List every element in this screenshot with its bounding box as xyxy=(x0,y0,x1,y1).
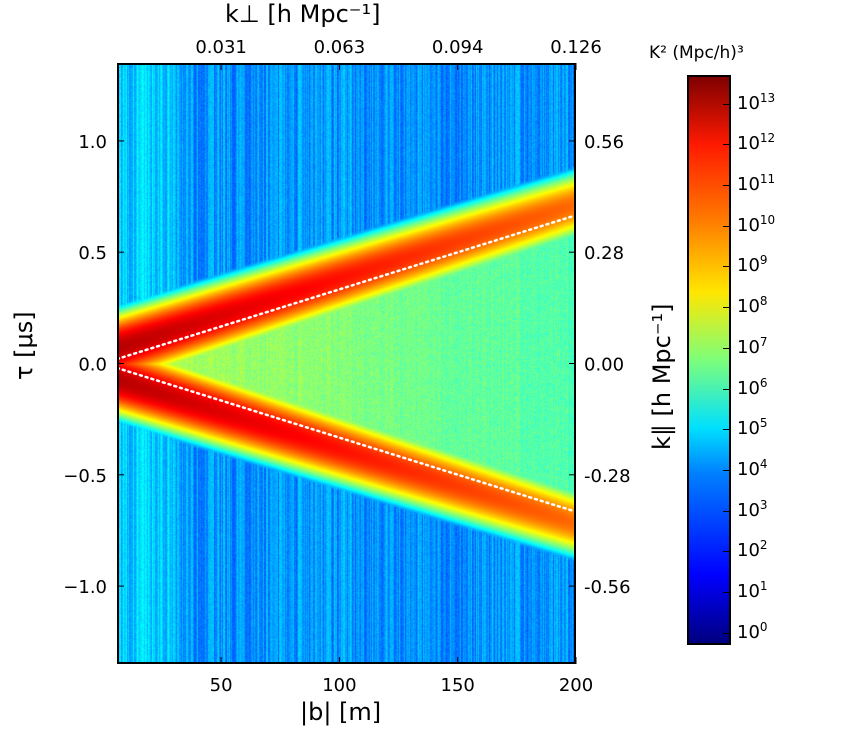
colorbar-tick xyxy=(723,429,729,431)
colorbar-tick xyxy=(723,144,729,146)
horizon-line-lower xyxy=(115,366,578,513)
right-y-tick-label: 0.28 xyxy=(584,243,624,264)
colorbar-tick-label: 106 xyxy=(737,375,768,399)
top-x-tick-label: 0.031 xyxy=(195,37,247,58)
y-tick-label: −1.0 xyxy=(63,577,107,598)
colorbar-tick xyxy=(723,592,729,594)
right-y-tick-label: 0.00 xyxy=(584,355,624,376)
colorbar-tick-label: 1013 xyxy=(737,90,776,114)
x-tick-label: 200 xyxy=(559,675,593,696)
colorbar-tick-label: 100 xyxy=(737,619,768,643)
right-y-tick-label: 0.56 xyxy=(584,132,624,153)
top-x-tick-label: 0.094 xyxy=(432,37,484,58)
colorbar-tick xyxy=(723,266,729,268)
colorbar-tick-label: 1011 xyxy=(737,171,776,195)
colorbar-tick xyxy=(723,225,729,227)
colorbar-tick-label: 1010 xyxy=(737,212,776,236)
right-y-axis-label: k∥ [h Mpc⁻¹] xyxy=(648,303,676,450)
top-x-tick-label: 0.126 xyxy=(550,37,602,58)
colorbar-tick-label: 108 xyxy=(737,294,768,318)
colorbar-tick-label: 107 xyxy=(737,334,768,358)
colorbar-tick-label: 109 xyxy=(737,253,768,277)
plot-frame xyxy=(117,63,576,664)
colorbar-tick xyxy=(723,347,729,349)
colorbar-tick xyxy=(723,551,729,553)
y-tick-label: −0.5 xyxy=(63,466,107,487)
colorbar-tick xyxy=(723,632,729,634)
colorbar-tick xyxy=(723,469,729,471)
y-axis-label: τ [μs] xyxy=(10,311,38,380)
colorbar xyxy=(687,75,731,645)
y-tick-label: 1.0 xyxy=(78,132,107,153)
colorbar-tick xyxy=(723,184,729,186)
x-tick-label: 100 xyxy=(322,675,356,696)
colorbar-tick-label: 105 xyxy=(737,416,768,440)
heatmap-image xyxy=(117,63,576,664)
colorbar-tick xyxy=(723,510,729,512)
colorbar-tick-label: 101 xyxy=(737,579,768,603)
top-x-axis-label: k⊥ [h Mpc⁻¹] xyxy=(225,0,381,28)
colorbar-tick xyxy=(723,103,729,105)
horizon-line-upper xyxy=(115,214,578,361)
colorbar-tick-label: 102 xyxy=(737,538,768,562)
colorbar-label: K² (Mpc/h)³ xyxy=(649,43,744,63)
colorbar-tick xyxy=(723,307,729,309)
colorbar-tick xyxy=(723,388,729,390)
y-tick-label: 0.0 xyxy=(78,355,107,376)
x-axis-label: |b| [m] xyxy=(300,698,382,726)
y-tick-label: 0.5 xyxy=(78,243,107,264)
right-y-tick-label: -0.28 xyxy=(584,466,631,487)
top-x-tick-label: 0.063 xyxy=(314,37,366,58)
x-tick-label: 150 xyxy=(441,675,475,696)
x-tick-label: 50 xyxy=(210,675,233,696)
colorbar-tick-label: 103 xyxy=(737,497,768,521)
right-y-tick-label: -0.56 xyxy=(584,577,631,598)
colorbar-tick-label: 104 xyxy=(737,456,768,480)
colorbar-tick-label: 1012 xyxy=(737,131,776,155)
